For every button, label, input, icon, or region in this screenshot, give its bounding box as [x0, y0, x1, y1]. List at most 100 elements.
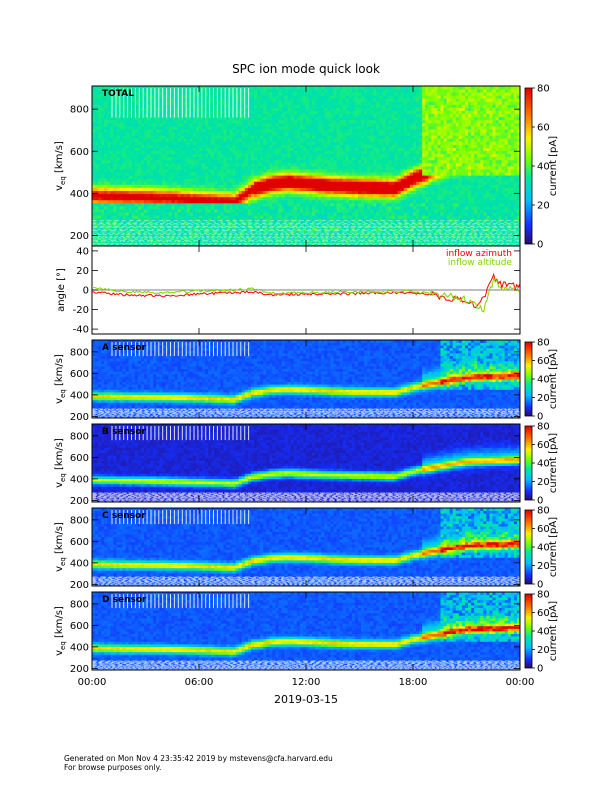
heatmap-cell — [92, 119, 96, 124]
heatmap-cell — [104, 193, 108, 198]
heatmap-cell — [284, 107, 289, 112]
heatmap-cell — [275, 147, 279, 152]
heatmap-cell — [327, 150, 331, 155]
heatmap-cell — [302, 209, 307, 213]
heatmap-cell — [361, 119, 365, 124]
heatmap-cell — [324, 101, 328, 105]
heatmap-cell — [125, 221, 130, 225]
heatmap-cell — [101, 95, 105, 99]
heatmap-cell — [351, 202, 356, 207]
heatmap-cell — [177, 119, 182, 124]
heatmap-cell — [241, 162, 246, 167]
heatmap-cell — [351, 147, 356, 152]
heatmap-cell — [254, 215, 258, 219]
heatmap-cell — [171, 215, 175, 219]
heatmap-cell — [199, 138, 203, 142]
heatmap-cell — [257, 193, 261, 198]
heatmap-cell — [110, 236, 114, 241]
heatmap-cell — [293, 138, 298, 142]
heatmap-cell — [125, 233, 130, 238]
heatmap-cell — [140, 116, 145, 121]
heatmap-cell — [376, 138, 380, 142]
heatmap-cell — [364, 92, 368, 96]
heatmap-cell — [367, 92, 371, 96]
heatmap-cell — [92, 110, 96, 115]
heatmap-cell — [174, 144, 178, 148]
heatmap-cell — [364, 135, 368, 139]
heatmap-cell — [143, 242, 148, 247]
heatmap-cell — [110, 178, 114, 182]
heatmap-cell — [357, 98, 362, 102]
heatmap-cell — [275, 178, 279, 182]
heatmap-cell — [339, 166, 344, 170]
heatmap-cell — [364, 126, 368, 130]
heatmap-cell — [275, 190, 279, 195]
heatmap-cell — [189, 190, 194, 195]
heatmap-cell — [119, 89, 123, 93]
heatmap-cell — [98, 166, 102, 170]
heatmap-cell — [229, 199, 234, 204]
heatmap-cell — [272, 89, 276, 93]
heatmap-cell — [128, 209, 133, 213]
heatmap-cell — [150, 113, 154, 118]
heatmap-cell — [214, 119, 218, 124]
heatmap-cell — [345, 230, 350, 235]
heatmap-cell — [293, 122, 298, 127]
heatmap-cell — [211, 126, 215, 130]
heatmap-cell — [382, 89, 386, 93]
heatmap-cell — [269, 184, 273, 188]
heatmap-cell — [214, 169, 218, 173]
heatmap-cell — [379, 119, 383, 124]
heatmap-cell — [134, 175, 139, 179]
heatmap-cell — [143, 150, 148, 155]
heatmap-cell — [364, 89, 368, 93]
heatmap-cell — [376, 172, 380, 176]
heatmap-cell — [257, 209, 261, 213]
heatmap-cell — [205, 202, 209, 207]
heatmap-cell — [339, 126, 344, 130]
heatmap-cell — [312, 209, 316, 213]
heatmap-cell — [266, 101, 270, 105]
heatmap-cell — [342, 169, 347, 173]
heatmap-cell — [174, 92, 178, 96]
heatmap-cell — [324, 86, 328, 90]
heatmap-cell — [370, 233, 374, 238]
heatmap-cell — [269, 215, 273, 219]
heatmap-cell — [205, 101, 209, 105]
heatmap-cell — [177, 116, 182, 121]
heatmap-cell — [278, 199, 282, 204]
heatmap-cell — [302, 187, 307, 192]
heatmap-cell — [229, 172, 234, 176]
heatmap-cell — [205, 119, 209, 124]
heatmap-cell — [223, 215, 227, 219]
heatmap-cell — [156, 141, 160, 145]
heatmap-cell — [345, 206, 350, 210]
heatmap-cell — [382, 95, 386, 99]
heatmap-cell — [186, 239, 191, 244]
heatmap-cell — [370, 126, 374, 130]
heatmap-cell — [174, 150, 178, 155]
heatmap-cell — [229, 215, 234, 219]
heatmap-cell — [125, 122, 130, 127]
heatmap-cell — [312, 159, 316, 164]
heatmap-cell — [266, 199, 270, 204]
heatmap-cell — [217, 150, 221, 155]
heatmap-cell — [150, 184, 154, 188]
heatmap-cell — [107, 156, 111, 161]
heatmap-cell — [223, 175, 227, 179]
heatmap-cell — [183, 122, 188, 127]
heatmap-cell — [110, 138, 114, 142]
heatmap-cell — [293, 181, 298, 185]
heatmap-cell — [199, 230, 203, 235]
heatmap-cell — [269, 156, 273, 161]
heatmap-cell — [272, 138, 276, 142]
heatmap-cell — [116, 86, 120, 90]
heatmap-cell — [143, 141, 148, 145]
heatmap-cell — [330, 218, 334, 222]
heatmap-cell — [202, 236, 206, 241]
heatmap-cell — [382, 206, 386, 210]
heatmap-cell — [171, 144, 175, 148]
heatmap-cell — [180, 119, 185, 124]
heatmap-cell — [232, 110, 237, 115]
heatmap-cell — [104, 233, 108, 238]
